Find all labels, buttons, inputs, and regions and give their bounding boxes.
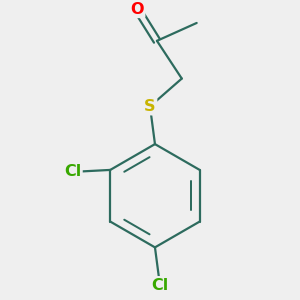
Text: O: O [130, 2, 144, 16]
Text: Cl: Cl [151, 278, 169, 292]
Text: Cl: Cl [64, 164, 81, 179]
Text: S: S [144, 99, 156, 114]
